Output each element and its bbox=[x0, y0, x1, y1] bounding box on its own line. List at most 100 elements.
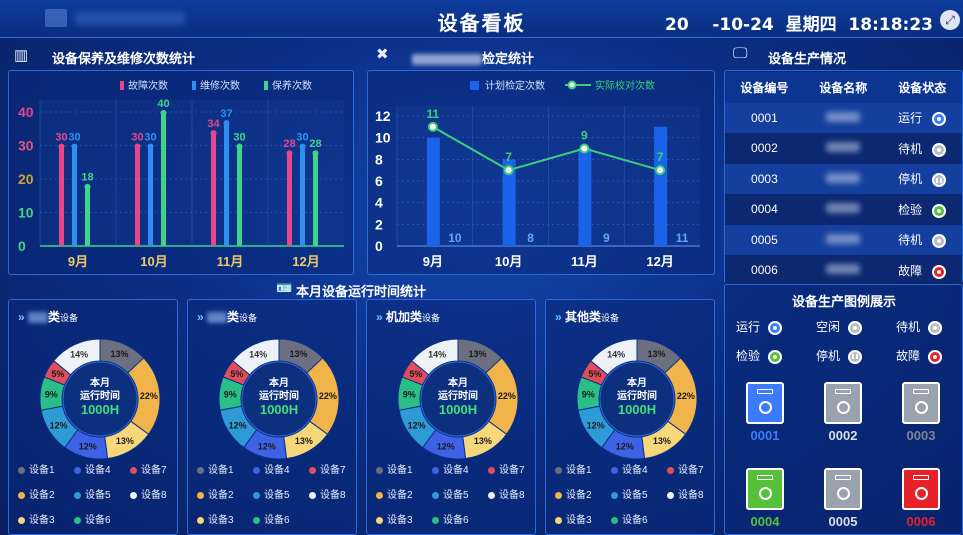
ytick: 10 bbox=[18, 205, 34, 221]
bar-cap bbox=[58, 143, 65, 150]
slice-label: 14% bbox=[428, 350, 446, 360]
device-legend-item: 设备7 bbox=[130, 461, 167, 476]
device-legend-item: 设备1 bbox=[555, 461, 592, 476]
bar bbox=[148, 145, 153, 246]
machine-icon-0003[interactable] bbox=[902, 382, 940, 424]
device-legend-item: 设备1 bbox=[18, 461, 55, 476]
center-value: 1000H bbox=[81, 402, 119, 417]
machine-icon-0001[interactable] bbox=[746, 382, 784, 424]
runtime-section-title: 本月设备运行时间统计 bbox=[296, 284, 427, 299]
table-row[interactable]: 0004 检验 bbox=[725, 194, 962, 225]
ytick: 10 bbox=[375, 130, 391, 146]
xtick: 10月 bbox=[140, 254, 167, 269]
slice-label: 9% bbox=[45, 389, 58, 399]
production-table: 设备编号 设备名称 设备状态 0001 运行 0002 待机 0003 停机 0… bbox=[725, 72, 962, 286]
bar bbox=[237, 145, 242, 246]
ytick: 0 bbox=[375, 238, 383, 254]
status-dot-icon bbox=[932, 173, 947, 188]
xtick: 10月 bbox=[495, 254, 522, 269]
device-legend-item: 设备2 bbox=[376, 486, 413, 501]
calib-chart: 计划检定次数 实际校对次数0246810129月1010月811月912月1111… bbox=[375, 79, 700, 269]
device-status: 检验 bbox=[883, 194, 962, 225]
slice-label: 22% bbox=[140, 391, 158, 401]
device-id: 0003 bbox=[751, 171, 778, 186]
xtick: 11月 bbox=[217, 254, 244, 269]
legend-item-stop: 停机 bbox=[816, 347, 863, 364]
table-row[interactable]: 0001 运行 bbox=[725, 102, 962, 133]
table-row[interactable]: 0003 停机 bbox=[725, 163, 962, 195]
data-label: 9 bbox=[603, 231, 610, 245]
center-line1: 本月 bbox=[448, 376, 468, 389]
card-title: » 类设备 bbox=[197, 310, 258, 324]
bar bbox=[85, 185, 90, 246]
donut-slice bbox=[411, 338, 459, 376]
status-dot-icon bbox=[932, 142, 947, 157]
bar bbox=[426, 137, 440, 246]
bar bbox=[59, 145, 64, 246]
device-legend-item: 设备4 bbox=[611, 461, 648, 476]
device-name bbox=[804, 164, 883, 195]
slice-label: 5% bbox=[588, 369, 601, 379]
slice-label: 12% bbox=[616, 441, 634, 451]
bar bbox=[287, 152, 292, 246]
machine-label: 0005 bbox=[828, 514, 858, 529]
data-label: 7 bbox=[505, 150, 512, 164]
machine-icon-0004[interactable] bbox=[746, 468, 784, 510]
line-point bbox=[503, 165, 514, 176]
data-label: 30 bbox=[68, 132, 80, 144]
slice-label: 13% bbox=[647, 349, 665, 359]
table-row[interactable]: 0006 故障 bbox=[725, 255, 962, 286]
machine-icon-0002[interactable] bbox=[824, 382, 862, 424]
data-label: 10 bbox=[448, 231, 462, 245]
data-label: 7 bbox=[657, 150, 664, 164]
data-label: 30 bbox=[296, 132, 308, 144]
slice-label: 22% bbox=[498, 391, 516, 401]
slice-label: 13% bbox=[110, 349, 128, 359]
ytick: 20 bbox=[18, 171, 34, 187]
bar-chart-icon: ▥ bbox=[14, 47, 29, 64]
expand-icon[interactable]: ⤢ bbox=[940, 10, 960, 30]
bar bbox=[224, 122, 229, 246]
slice-label: 9% bbox=[582, 389, 595, 399]
slice-label: 9% bbox=[224, 389, 237, 399]
device-legend-item: 设备7 bbox=[309, 461, 346, 476]
table-row[interactable]: 0002 待机 bbox=[725, 133, 962, 164]
legend-维修次数: 维修次数 bbox=[200, 79, 240, 92]
status-dot-icon bbox=[932, 203, 947, 218]
center-value: 1000H bbox=[618, 402, 656, 417]
device-legend-item: 设备5 bbox=[432, 486, 469, 501]
xtick: 9月 bbox=[423, 254, 443, 269]
company-name-blurred bbox=[75, 12, 185, 25]
data-label: 30 bbox=[233, 132, 245, 144]
xtick: 12月 bbox=[292, 254, 319, 269]
machine-label: 0003 bbox=[906, 428, 936, 443]
donut-slice bbox=[53, 338, 101, 376]
slice-label: 5% bbox=[51, 369, 64, 379]
xtick: 11月 bbox=[571, 254, 598, 269]
ytick: 12 bbox=[375, 108, 391, 124]
device-status: 待机 bbox=[883, 133, 962, 164]
machine-icon-0005[interactable] bbox=[824, 468, 862, 510]
maint-panel-title: 设备保养及维修次数统计 bbox=[52, 51, 196, 66]
legend-swatch bbox=[470, 81, 479, 90]
center-line2: 运行时间 bbox=[80, 389, 120, 402]
device-name bbox=[804, 255, 883, 286]
device-status: 故障 bbox=[883, 255, 962, 286]
ytick: 0 bbox=[18, 238, 26, 254]
donut-slice bbox=[232, 338, 280, 376]
device-legend-item: 设备7 bbox=[488, 461, 525, 476]
bar-cap bbox=[84, 183, 91, 190]
machine-icon-0006[interactable] bbox=[902, 468, 940, 510]
device-legend-item: 设备5 bbox=[253, 486, 290, 501]
bar bbox=[300, 145, 305, 246]
table-row[interactable]: 0005 待机 bbox=[725, 224, 962, 255]
status-dot-icon bbox=[848, 349, 863, 364]
center-line2: 运行时间 bbox=[438, 389, 478, 402]
slice-label: 12% bbox=[79, 441, 97, 451]
data-label: 11 bbox=[676, 231, 689, 245]
legend-item-breakdown: 故障 bbox=[896, 347, 943, 364]
data-label: 9 bbox=[581, 129, 588, 143]
bar-cap bbox=[286, 150, 293, 157]
